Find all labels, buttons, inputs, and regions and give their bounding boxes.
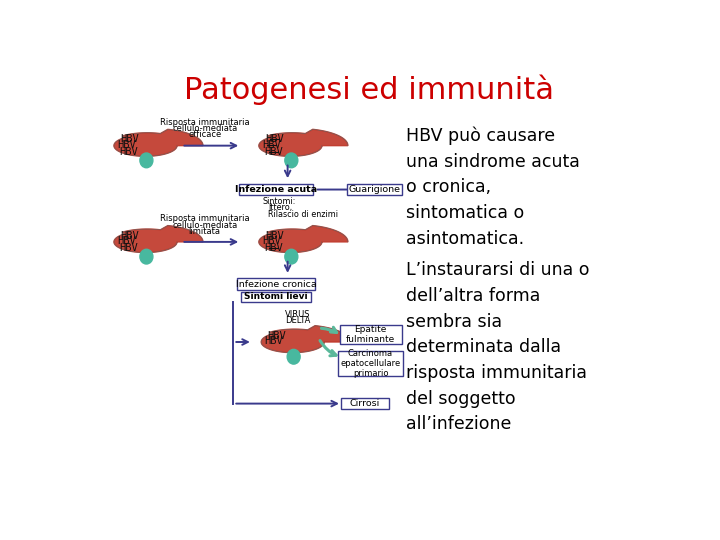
Ellipse shape xyxy=(285,153,298,168)
Text: HBV: HBV xyxy=(265,134,284,144)
Text: Carcinoma
epatocellulare
primario: Carcinoma epatocellulare primario xyxy=(341,349,400,379)
Ellipse shape xyxy=(140,249,153,264)
Text: HBV: HBV xyxy=(265,231,284,241)
Text: Ittero,: Ittero, xyxy=(269,204,292,212)
Polygon shape xyxy=(259,226,348,253)
Text: Risposta immunitaria: Risposta immunitaria xyxy=(160,118,250,127)
Text: HBV può causare
una sindrome acuta
o cronica,
sintomatica o
asintomatica.: HBV può causare una sindrome acuta o cro… xyxy=(406,126,580,248)
FancyBboxPatch shape xyxy=(238,279,315,290)
Text: Cirrosi: Cirrosi xyxy=(350,399,380,408)
Text: HBV: HBV xyxy=(120,243,138,253)
Text: cellulo-mediata: cellulo-mediata xyxy=(172,124,238,133)
Text: HBV: HBV xyxy=(262,140,281,150)
Text: Sintomi lievi: Sintomi lievi xyxy=(244,292,308,301)
Text: Infezione acuta: Infezione acuta xyxy=(235,185,317,194)
Ellipse shape xyxy=(140,153,153,168)
Text: HBV: HBV xyxy=(264,243,283,253)
Text: Guarigione: Guarigione xyxy=(348,185,400,194)
Text: limitata: limitata xyxy=(189,227,221,236)
Text: Infezione cronica: Infezione cronica xyxy=(235,280,316,289)
Polygon shape xyxy=(114,129,203,156)
Ellipse shape xyxy=(285,249,298,264)
FancyBboxPatch shape xyxy=(338,351,403,376)
Text: L’instaurarsi di una o
dell’altra forma
sembra sia
determinata dalla
risposta im: L’instaurarsi di una o dell’altra forma … xyxy=(406,261,590,433)
Text: DELTA: DELTA xyxy=(285,316,310,325)
Polygon shape xyxy=(261,326,350,353)
Text: HBV: HBV xyxy=(262,237,281,246)
Polygon shape xyxy=(259,129,348,156)
FancyBboxPatch shape xyxy=(347,184,402,195)
FancyBboxPatch shape xyxy=(239,184,312,195)
Ellipse shape xyxy=(287,349,300,364)
Text: HBV: HBV xyxy=(264,336,283,347)
FancyBboxPatch shape xyxy=(341,398,389,409)
Text: HBV: HBV xyxy=(268,331,287,341)
Polygon shape xyxy=(114,226,203,253)
Text: HBV: HBV xyxy=(120,134,139,144)
FancyBboxPatch shape xyxy=(340,325,402,343)
Text: VIRUS: VIRUS xyxy=(285,310,310,319)
Text: Patogenesi ed immunità: Patogenesi ed immunità xyxy=(184,75,554,105)
Text: Rilascio di enzimi: Rilascio di enzimi xyxy=(269,210,338,219)
Text: Risposta immunitaria: Risposta immunitaria xyxy=(160,214,250,224)
Text: Sintomi:: Sintomi: xyxy=(262,197,295,206)
Text: Epatite
fulminante: Epatite fulminante xyxy=(346,325,395,344)
Text: HBV: HBV xyxy=(117,140,136,150)
Text: cellulo-mediata: cellulo-mediata xyxy=(172,220,238,230)
Text: HBV: HBV xyxy=(120,231,139,241)
Text: HBV: HBV xyxy=(117,237,136,246)
Text: HBV: HBV xyxy=(120,147,138,157)
Text: HBV: HBV xyxy=(264,147,283,157)
Text: efficace: efficace xyxy=(188,131,221,139)
FancyBboxPatch shape xyxy=(241,292,311,301)
